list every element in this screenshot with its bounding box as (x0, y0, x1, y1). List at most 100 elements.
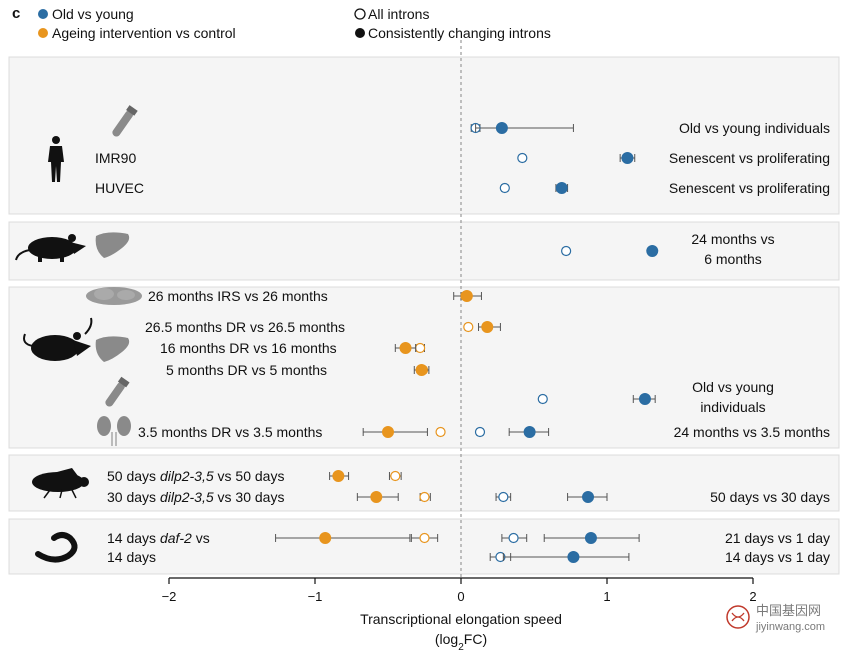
human-row-1-consistent-point (495, 122, 508, 134)
x-axis-subtitle: (log2FC) (435, 631, 487, 653)
rat-row-1-right-label-line: 6 months (704, 251, 762, 267)
legend-old-vs-young-label: Old vs young (52, 6, 134, 22)
mouse-row-3-consistent-point (399, 342, 412, 354)
fly-row-2-right-label: 50 days vs 30 days (710, 489, 830, 505)
human-row-2-all-point (517, 152, 528, 164)
mouse-row-2-left-label: 26.5 months DR vs 26.5 months (145, 319, 345, 335)
fly-row-2-left-label: 30 days dilp2-3,5 vs 30 days (107, 489, 284, 505)
mouse-row-1-left-label: 26 months IRS vs 26 months (148, 288, 328, 304)
mouse-row-3-all-point (415, 342, 426, 354)
fly-row-1-consistent-point (332, 470, 345, 482)
mouse-row-2-consistent-point (481, 321, 494, 333)
rat-row-1-right-label: 24 months vs 6 months (691, 231, 774, 267)
liver-icon (95, 232, 130, 258)
human-row-3-consistent-point (555, 182, 568, 194)
mouse-row-6-right-label-line: 24 months vs 3.5 months (674, 424, 830, 440)
mouse-row-6-intervention-consistent-point (382, 426, 394, 438)
worm-row-1-intervention-all-point (419, 532, 430, 544)
legend-all-introns-marker (354, 8, 366, 20)
legend-consistent-introns-label: Consistently changing introns (368, 25, 551, 41)
mouse-row-5-consistent-point (638, 393, 651, 405)
x-tick-label-4: 2 (749, 589, 756, 604)
organism-icons (15, 105, 142, 563)
mouse-row-2-all-point (463, 321, 474, 333)
human-row-2-right-label-line: Senescent vs proliferating (669, 150, 830, 166)
mouse-row-6-left-label: 3.5 months DR vs 3.5 months (138, 424, 322, 440)
legend-all-introns-label: All introns (368, 6, 429, 22)
legend-ageing-intervention-marker (38, 28, 48, 38)
brain-icon (86, 287, 142, 305)
x-tick-label-3: 1 (603, 589, 610, 604)
worm-row-2-consistent-point (567, 551, 580, 563)
fly-row-1-left-label: 50 days dilp2-3,5 vs 50 days (107, 468, 284, 484)
watermark: 中国基因网 jiyinwang.com (726, 604, 825, 633)
fly-row-2-intervention-consistent-point (370, 491, 383, 503)
worm-row-1-right-label: 21 days vs 1 day (725, 530, 830, 546)
x-tick-label-0: −2 (162, 589, 177, 604)
x-axis: −2 −1 0 1 2 Transcriptional elongation speed (… (162, 577, 757, 653)
watermark-text: 中国基因网 (756, 604, 821, 619)
legend-old-vs-young-marker (38, 9, 48, 19)
legend: c Old vs young Ageing intervention vs cont… (12, 5, 551, 41)
worm-row-1-right-label-line: 21 days vs 1 day (725, 530, 830, 546)
mouse-row-5-all-point (537, 393, 548, 405)
fly-row-1-all-point (390, 470, 401, 482)
panel-human (8, 56, 840, 215)
worm-row-1-left-label-line: 14 days daf-2 vs (107, 530, 210, 546)
fly-silhouette-icon (32, 468, 89, 499)
fly-row-2-old-consistent-point (582, 491, 595, 503)
rat-row-1-right-label-line: 24 months vs (691, 231, 774, 247)
human-row-2-left-label-line: IMR90 (95, 150, 136, 166)
mouse-row-6-old-all-point (474, 426, 486, 438)
mouse-row-5-right-label-line: individuals (700, 399, 765, 415)
data-marks (275, 122, 659, 563)
mouse-row-4-consistent-point (415, 364, 428, 376)
human-row-3-left-label: HUVEC (95, 180, 144, 196)
human-row-2-consistent-point (621, 152, 634, 164)
liver-icon (95, 336, 130, 362)
mouse-row-5-right-label-line: Old vs young (692, 379, 774, 395)
mouse-row-2-left-label-line: 26.5 months DR vs 26.5 months (145, 319, 345, 335)
human-row-3-right-label-line: Senescent vs proliferating (669, 180, 830, 196)
worm-row-2-right-label-line: 14 days vs 1 day (725, 549, 830, 565)
mouse-row-4-left-label: 5 months DR vs 5 months (166, 362, 327, 378)
human-row-3-all-point (499, 182, 510, 194)
panel-letter: c (12, 5, 20, 22)
rat-row-1-consistent-point (646, 245, 659, 257)
mouse-row-6-intervention-all-point (435, 426, 446, 438)
worm-row-1-old-all-point (508, 532, 519, 544)
mouse-row-6-left-label-line: 3.5 months DR vs 3.5 months (138, 424, 322, 440)
blood-tube-icon (112, 105, 138, 137)
legend-consistent-introns-marker (355, 28, 365, 38)
x-tick-label-2: 0 (457, 589, 464, 604)
panel-rat (8, 221, 840, 281)
x-tick-label-1: −1 (308, 589, 323, 604)
fly-row-2-old-all-point (498, 491, 509, 503)
rat-silhouette-icon (15, 234, 86, 262)
human-row-3-right-label: Senescent vs proliferating (669, 180, 830, 196)
legend-ageing-intervention-label: Ageing intervention vs control (52, 25, 236, 41)
worm-row-1-intervention-consistent-point (319, 532, 332, 544)
worm-row-1-old-consistent-point (584, 532, 597, 544)
human-row-3-left-label-line: HUVEC (95, 180, 144, 196)
worm-row-1-left-label: 14 days daf-2 vs 14 days (107, 530, 210, 565)
mouse-silhouette-icon (23, 317, 93, 361)
watermark-logo-icon (726, 605, 750, 629)
fly-row-2-left-label-line: 30 days dilp2-3,5 vs 30 days (107, 489, 284, 505)
fly-row-2-intervention-all-point (419, 491, 430, 503)
worm-silhouette-icon (35, 532, 78, 563)
worm-row-1-left-label-line: 14 days (107, 549, 156, 565)
blood-tube-icon (105, 376, 130, 407)
fly-row-1-left-label-line: 50 days dilp2-3,5 vs 50 days (107, 468, 284, 484)
human-row-1-right-label: Old vs young individuals (679, 120, 830, 136)
mouse-row-6-right-label: 24 months vs 3.5 months (674, 424, 830, 440)
mouse-row-4-left-label-line: 5 months DR vs 5 months (166, 362, 327, 378)
mouse-row-1-left-label-line: 26 months IRS vs 26 months (148, 288, 328, 304)
mouse-row-1-consistent-point (460, 290, 473, 302)
mouse-row-3-left-label-line: 16 months DR vs 16 months (160, 340, 337, 356)
panel-worm (8, 518, 840, 575)
watermark-subtext: jiyinwang.com (755, 621, 825, 633)
human-silhouette-icon (48, 136, 64, 182)
